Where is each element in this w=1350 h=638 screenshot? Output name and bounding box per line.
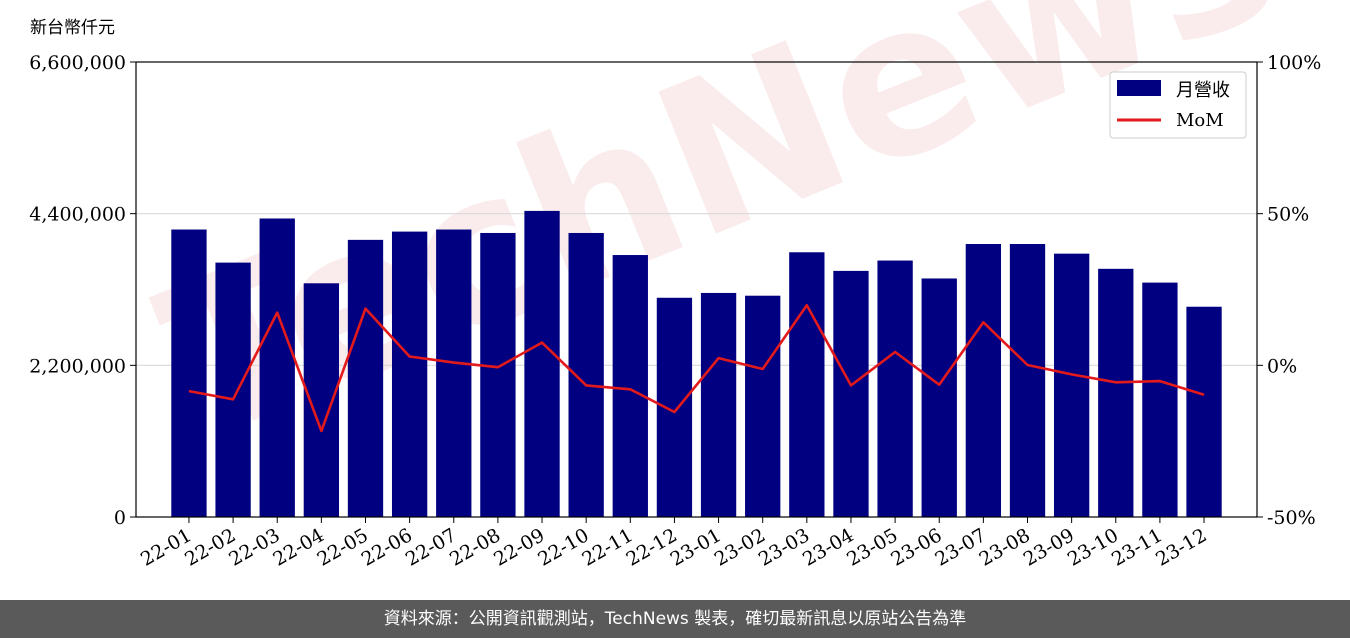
revenue-bar <box>1186 306 1222 517</box>
y-left-tick-label: 0 <box>114 507 126 529</box>
legend-bar-swatch <box>1117 80 1161 96</box>
plot-frame <box>135 61 1258 518</box>
y-right-tick-label: 50% <box>1267 204 1309 226</box>
revenue-bar <box>612 255 648 517</box>
mom-line <box>188 303 1205 433</box>
revenue-bar <box>1142 282 1178 517</box>
revenue-bar <box>921 278 957 517</box>
revenue-bar <box>259 218 295 517</box>
y-left-tick-label: 2,200,000 <box>29 355 126 377</box>
legend: 月營收 MoM <box>1109 71 1247 139</box>
y-left-tick-label: 6,600,000 <box>29 52 126 74</box>
x-tick-label: 23-12 <box>1152 524 1210 570</box>
revenue-bar <box>436 229 472 518</box>
revenue-bar <box>877 260 913 517</box>
revenue-bar <box>1053 253 1090 517</box>
revenue-bar <box>215 262 251 517</box>
revenue-bar <box>347 239 384 517</box>
revenue-bar <box>524 210 560 517</box>
revenue-bar <box>656 297 693 517</box>
revenue-bar <box>965 244 1002 517</box>
revenue-bar <box>700 292 737 517</box>
revenue-bar <box>171 229 207 518</box>
revenue-bar <box>480 232 516 517</box>
y-right-tick-label: -50% <box>1267 507 1316 529</box>
legend-label-revenue: 月營收 <box>1176 80 1230 101</box>
revenue-bar <box>1098 268 1134 517</box>
revenue-bar <box>833 270 869 517</box>
revenue-bar <box>391 231 428 517</box>
legend-label-mom: MoM <box>1176 110 1224 131</box>
y-right-tick-label: 100% <box>1267 52 1321 74</box>
y-axis-unit-label: 新台幣仟元 <box>30 18 115 38</box>
revenue-bar <box>1009 244 1046 517</box>
y-right-tick-label: 0% <box>1267 355 1297 377</box>
revenue-bar <box>789 252 825 518</box>
source-footer: 資料來源：公開資訊觀測站，TechNews 製表，確切最新訊息以原站公告為準 <box>0 600 1350 638</box>
revenue-bar <box>745 295 781 517</box>
y-left-tick-label: 4,400,000 <box>29 204 126 226</box>
revenue-chart: TechNews 02,200,0004,400,0006,600,000-50… <box>29 0 1321 571</box>
